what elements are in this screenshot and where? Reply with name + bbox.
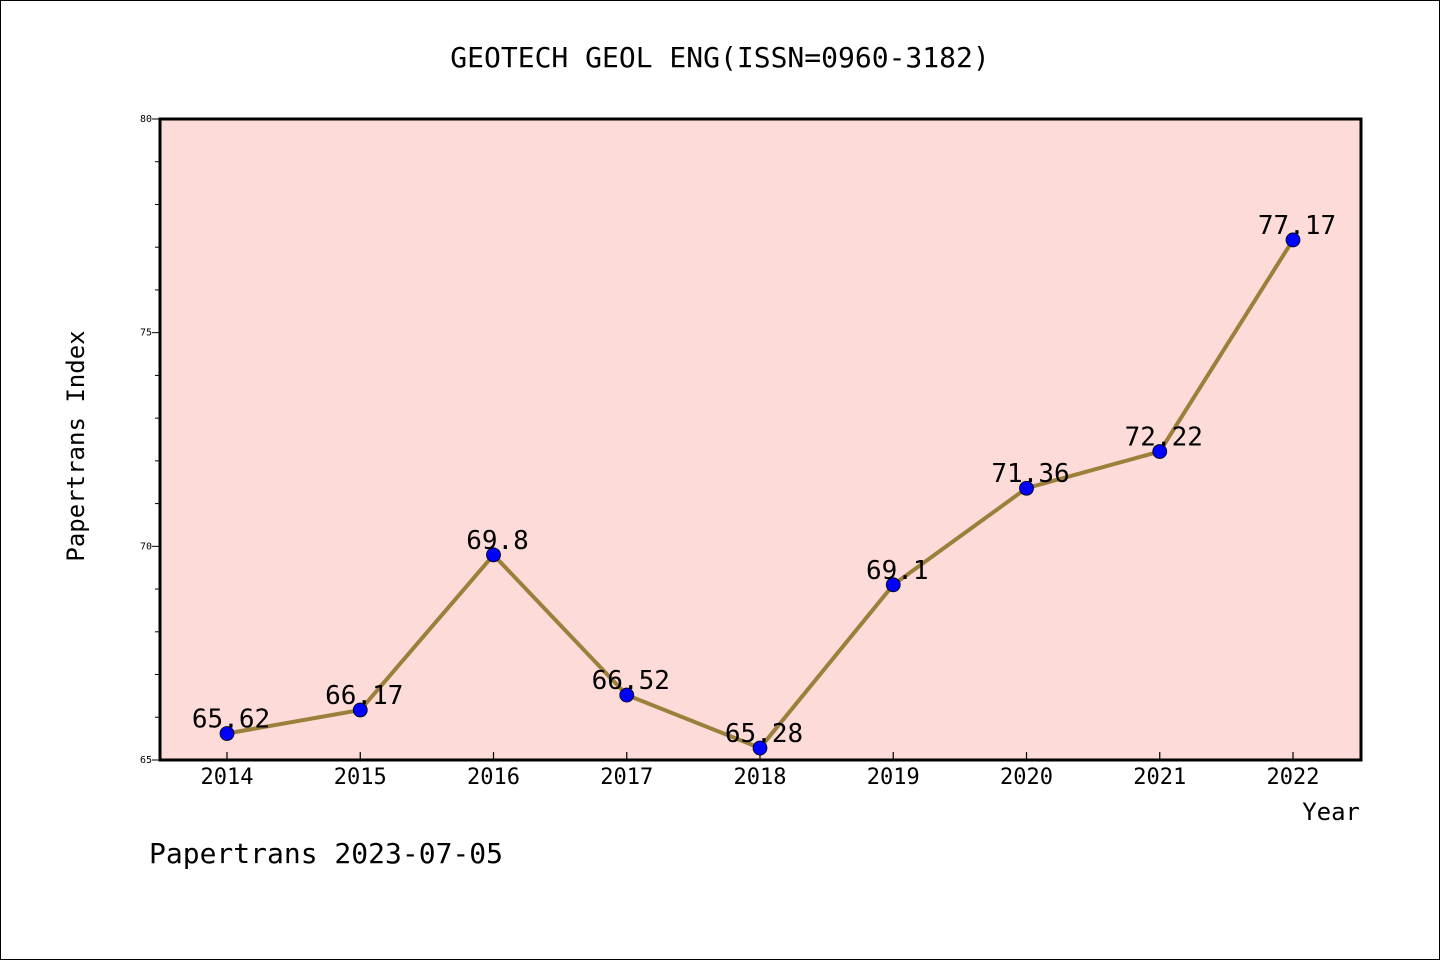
data-label: 66.17 [325,681,403,711]
data-label: 65.62 [192,705,270,735]
data-point [619,687,635,703]
series-group: 65.62 66.17 69.8 66.52 65.28 69.1 71.36 72.22 77… [192,211,1336,756]
data-point [219,726,235,741]
data-point [352,702,368,718]
y-axis-ticks: 65 70 75 80 [140,114,160,766]
data-point [752,740,768,756]
data-label: 69.1 [866,556,929,586]
data-label: 72.22 [1125,422,1203,452]
data-label: 66.52 [592,666,670,696]
data-point [1285,232,1301,248]
footer-date: Papertrans 2023-07-05 [149,837,503,870]
y-tick-label: 80 [140,114,152,125]
y-axis-label: Papertrans Index [62,330,90,561]
x-tick-label: 2014 [201,765,254,790]
data-point [486,547,501,563]
data-label: 71.36 [991,459,1069,489]
data-label: 65.28 [725,719,803,749]
x-tick-label: 2017 [600,765,653,790]
x-tick-label: 2020 [1000,765,1053,790]
chart-title: GEOTECH GEOL ENG(ISSN=0960-3182) [450,41,989,74]
y-tick-label: 70 [140,541,152,552]
y-tick-label: 65 [140,755,152,766]
x-tick-label: 2018 [734,765,787,790]
x-tick-label: 2022 [1267,765,1320,790]
data-point [1019,480,1034,496]
y-tick-label: 75 [140,328,152,339]
data-label: 77.17 [1258,211,1336,241]
x-tick-label: 2015 [334,765,387,790]
data-label: 69.8 [466,526,529,556]
x-tick-label: 2016 [467,765,520,790]
data-point [1152,444,1168,459]
x-axis-ticks: 2014 2015 2016 2017 2018 2019 2020 2021 2022 [201,752,1320,790]
data-point [885,577,901,593]
x-axis-label: Year [1302,798,1360,826]
plot-area [158,117,1363,762]
x-tick-label: 2019 [867,765,920,790]
x-tick-label: 2021 [1133,765,1186,790]
